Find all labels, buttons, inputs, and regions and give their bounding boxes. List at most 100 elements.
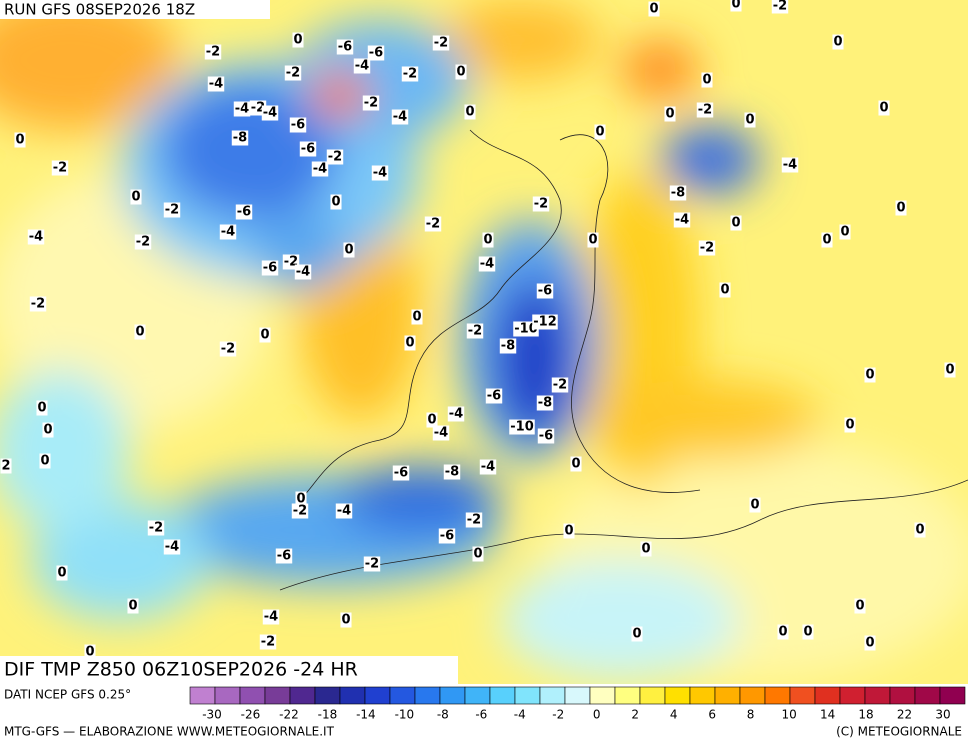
contour-label: -2: [31, 297, 45, 312]
contour-label: -6: [394, 466, 408, 481]
contour-label-box: [311, 161, 329, 177]
colorbar-tick-label: 6: [708, 708, 716, 722]
colorbar-tick-label: 4: [670, 708, 678, 722]
contour-label: 0: [293, 33, 302, 48]
colorbar-swatch: [264, 686, 291, 705]
contour-label: -2: [426, 217, 440, 232]
contour-label-box: [587, 232, 599, 248]
contour-label: 0: [595, 125, 604, 140]
contour-label-box: [134, 234, 152, 250]
contour-label: 0: [427, 413, 436, 428]
contour-label-box: [696, 102, 714, 118]
contour-label-box: [163, 539, 181, 555]
contour-label: 0: [731, 0, 740, 12]
contour-label-box: [465, 512, 483, 528]
contour-label: -4: [313, 162, 327, 177]
colorbar-swatch: [564, 686, 591, 705]
contour-label: 0: [344, 243, 353, 258]
contour-label-box: [292, 32, 304, 48]
contour-label-box: [343, 242, 355, 258]
run-label: RUN GFS 08SEP2026 18Z: [4, 1, 195, 19]
contour-label-box: [730, 215, 742, 231]
coastlines: [279, 129, 968, 591]
colorbar-tick-label: -18: [318, 708, 338, 722]
contour-label: 0: [296, 492, 305, 507]
contour-label: -6: [338, 40, 352, 55]
contour-label-box: [391, 109, 409, 125]
contour-label-box: [781, 157, 799, 173]
contour-label: -4: [481, 460, 495, 475]
contour-label: -6: [369, 46, 383, 61]
contour-label-box: [777, 624, 789, 640]
colorbar-swatch: [489, 686, 516, 705]
contour-label-box: [673, 212, 691, 228]
contour-label-box: [802, 624, 814, 640]
colorbar-tick-label: -26: [241, 708, 261, 722]
contour-label: -6: [440, 529, 454, 544]
contour-label-box: [362, 95, 380, 111]
contour-label-box: [563, 523, 575, 539]
contour-label-box: [367, 45, 385, 61]
contour-label: -6: [539, 429, 553, 444]
contour-label-box: [27, 229, 45, 245]
contour-label-box: [231, 130, 249, 146]
contour-label-box: [219, 224, 237, 240]
colorbar-swatch: [639, 686, 666, 705]
contour-label: 0: [641, 542, 650, 557]
contour-label: 0: [896, 201, 905, 216]
contour-label: 0: [43, 423, 52, 438]
contour-label-box: [719, 282, 731, 298]
colorbar-swatch: [289, 686, 316, 705]
contour-label-box: [744, 112, 756, 128]
contour-label: -2: [364, 96, 378, 111]
contour-label-box: [914, 522, 926, 538]
contour-label-box: [648, 1, 660, 17]
contour-label: -4: [480, 257, 494, 272]
contour-label: -2: [206, 45, 220, 60]
contour-label-box: [261, 260, 279, 276]
contour-label: 0: [571, 457, 580, 472]
contour-label-box: [127, 598, 139, 614]
colorbar-swatch: [614, 686, 641, 705]
colorbar-tick-label: 2: [631, 708, 639, 722]
contour-label: 0: [483, 233, 492, 248]
colorbar-swatch: [914, 686, 941, 705]
colorbar-swatch: [439, 686, 466, 705]
contour-label: 0: [456, 65, 465, 80]
contour-label: 0: [632, 627, 641, 642]
contour-label: -2: [286, 66, 300, 81]
contour-label: -2: [700, 241, 714, 256]
contour-label: -2: [553, 378, 567, 393]
contour-label-box: [472, 546, 484, 562]
contour-label-box: [289, 117, 307, 133]
contour-label: -8: [445, 465, 459, 480]
contour-label: -4: [165, 540, 179, 555]
contour-label: -2: [467, 513, 481, 528]
field-box: [0, 656, 458, 684]
contour-label-box: [291, 503, 309, 519]
contour-label-box: [669, 185, 687, 201]
contour-label-box: [299, 141, 317, 157]
contour-label-box: [447, 406, 465, 422]
contour-label: 0: [37, 401, 46, 416]
contour-label-box: [509, 419, 535, 435]
contour-label-box: [478, 256, 496, 272]
contour-label-box: [432, 425, 450, 441]
contour-label-box: [284, 65, 302, 81]
contour-label-box: [570, 456, 582, 472]
contour-label-box: [233, 101, 251, 117]
contour-label: -2: [261, 635, 275, 650]
contour-label-box: [701, 72, 713, 88]
colorbar-swatch: [389, 686, 416, 705]
contour-label-box: [207, 76, 225, 92]
contour-label-box: [698, 240, 716, 256]
colorbar-tick-label: -2: [552, 708, 564, 722]
contour-label-box: [832, 34, 844, 50]
colorbar-swatch: [739, 686, 766, 705]
contour-label: 0: [135, 325, 144, 340]
contour-label-box: [401, 66, 419, 82]
contour-label-box: [259, 327, 271, 343]
contour-label-box: [262, 609, 280, 625]
contour-label: -2: [773, 0, 787, 14]
contour-label: -4: [783, 158, 797, 173]
